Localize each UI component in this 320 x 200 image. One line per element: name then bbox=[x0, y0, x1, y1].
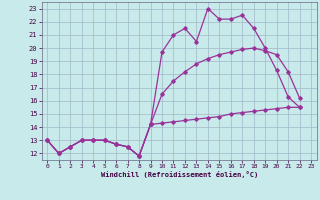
X-axis label: Windchill (Refroidissement éolien,°C): Windchill (Refroidissement éolien,°C) bbox=[100, 171, 258, 178]
